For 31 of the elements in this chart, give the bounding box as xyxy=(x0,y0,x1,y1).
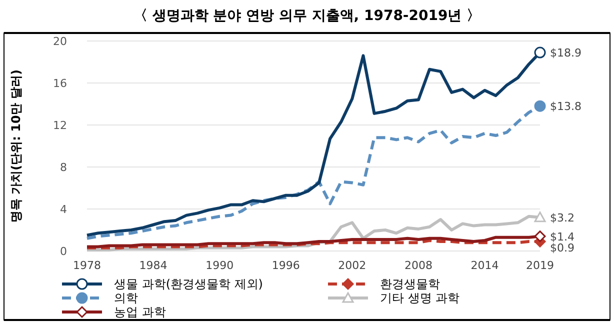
x-tick-label: 2014 xyxy=(470,259,499,272)
y-axis-title: 명목 가치(단위: 10만 달러) xyxy=(9,70,23,222)
legend-item: 환경생물학 xyxy=(328,277,440,291)
y-tick-label: 16 xyxy=(53,77,67,90)
legend-item: 농업 과학 xyxy=(62,305,166,319)
x-tick-label: 1996 xyxy=(272,259,300,272)
y-tick-label: 4 xyxy=(60,203,67,216)
x-tick-label: 1978 xyxy=(73,259,101,272)
legend-item: 생물 과학(환경생물학 제외) xyxy=(62,277,263,291)
data-label: $3.2 xyxy=(550,211,574,224)
legend-label: 농업 과학 xyxy=(114,305,166,319)
x-tick-label: 1984 xyxy=(139,259,168,272)
y-tick-label: 12 xyxy=(53,119,67,132)
data-label: $1.4 xyxy=(550,230,574,244)
data-label: $18.9 xyxy=(550,46,582,60)
y-tick-label: 20 xyxy=(53,35,67,48)
data-label: $13.8 xyxy=(550,100,582,114)
legend-item: 의학 xyxy=(62,291,138,305)
y-tick-label: 8 xyxy=(60,161,67,174)
legend-label: 생물 과학(환경생물학 제외) xyxy=(114,277,263,291)
legend-label: 환경생물학 xyxy=(380,277,440,291)
legend-label: 기타 생명 과학 xyxy=(380,291,460,305)
x-tick-label: 1990 xyxy=(206,259,234,272)
chart-title: 〈 생명과학 분야 연방 의무 지출액, 1978-2019년 〉 xyxy=(133,8,481,24)
x-tick-label: 2002 xyxy=(338,259,366,272)
data-label: $0.9 xyxy=(550,241,574,254)
legend-item: 기타 생명 과학 xyxy=(328,291,460,305)
x-tick-label: 2008 xyxy=(404,259,432,272)
x-tick-label: 2019 xyxy=(526,259,554,272)
y-tick-label: 0 xyxy=(60,245,67,258)
legend-label: 의학 xyxy=(114,291,138,305)
